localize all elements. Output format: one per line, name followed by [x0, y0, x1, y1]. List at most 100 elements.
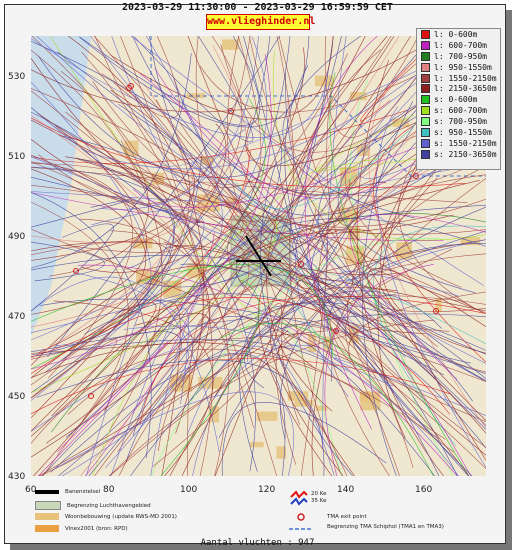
flight-track	[31, 53, 192, 269]
legend-item: l: 2150-3650m	[417, 83, 500, 94]
flight-track	[81, 36, 463, 170]
flight-track	[42, 303, 406, 476]
flight-track	[94, 317, 414, 476]
urban-patch	[226, 197, 237, 208]
flight-track	[214, 203, 486, 426]
flight-track	[238, 283, 400, 476]
flight-track	[214, 243, 486, 398]
flight-track	[31, 36, 268, 341]
flight-track	[132, 36, 243, 249]
flight-track	[145, 36, 223, 258]
flight-track	[81, 51, 214, 476]
flight-track	[281, 174, 486, 425]
flight-track	[134, 36, 254, 143]
flight-track	[31, 107, 445, 376]
flight-track	[101, 36, 259, 210]
flight-track	[31, 156, 296, 261]
key-housing: Woonbebouwing (update RWS-MD 2001)	[35, 513, 177, 520]
flight-track	[31, 216, 277, 393]
urban-patch	[392, 118, 410, 127]
flight-track	[150, 238, 442, 476]
flight-track	[93, 36, 253, 223]
flight-track	[31, 228, 390, 379]
flight-track	[289, 49, 382, 476]
flight-track	[104, 302, 181, 476]
flight-track	[31, 155, 203, 356]
flight-track	[77, 264, 458, 476]
flight-track	[155, 99, 486, 456]
flight-track	[31, 138, 454, 235]
flight-track	[333, 357, 486, 416]
flight-track	[31, 255, 473, 402]
flight-track	[292, 236, 469, 476]
flight-track	[169, 245, 470, 476]
flight-track	[326, 89, 486, 373]
legend-swatch	[421, 84, 430, 94]
flight-track	[339, 271, 486, 364]
ke20-label: 20 Ke	[311, 491, 327, 497]
flight-track	[81, 36, 395, 273]
legend-swatch	[421, 106, 430, 116]
legend-item: l: 600-700m	[417, 40, 500, 51]
flight-track	[329, 253, 486, 440]
flight-track	[31, 117, 465, 188]
flight-track	[31, 119, 338, 310]
flight-track	[304, 36, 378, 430]
tma-exit-point	[126, 85, 132, 91]
flight-track	[235, 204, 486, 288]
urban-patch	[315, 405, 328, 411]
flight-track	[42, 135, 417, 476]
map-key: Banenstelsel Begrenzing Luchthavengebied…	[31, 481, 486, 537]
urban-patch	[308, 334, 317, 353]
urban-patch	[294, 400, 314, 407]
flight-track	[282, 36, 415, 219]
y-tick-label: 430	[8, 472, 26, 482]
tma-exit-point	[228, 108, 234, 114]
flight-track	[60, 70, 277, 476]
legend-item: s: 950-1550m	[417, 127, 500, 138]
flight-track	[31, 230, 163, 386]
legend-swatch	[421, 95, 430, 105]
flight-track	[352, 216, 486, 313]
flight-track	[249, 36, 438, 348]
flight-track	[79, 218, 230, 476]
flight-track	[31, 180, 480, 379]
legend-item: s: 700-950m	[417, 116, 500, 127]
flight-track	[368, 67, 486, 429]
urban-patch	[249, 441, 264, 448]
altitude-legend: l: 0-600m l: 600-700m l: 700-950m l: 950…	[416, 28, 501, 170]
flight-track	[84, 293, 486, 449]
flight-track	[285, 267, 486, 372]
tma-exit-point	[413, 173, 419, 179]
tma-border-icon	[289, 527, 313, 533]
site-badge[interactable]: www.vlieghinder.nl	[206, 14, 315, 30]
flight-track	[38, 341, 169, 476]
flight-track	[322, 36, 347, 449]
flight-track	[31, 161, 133, 379]
flight-track	[258, 230, 338, 476]
flight-track	[295, 41, 486, 397]
flight-track	[31, 276, 220, 453]
time-range-title: 2023-03-29 11:30:00 - 2023-03-29 16:59:5…	[122, 2, 393, 13]
legend-item: l: 950-1550m	[417, 62, 500, 73]
tma-exit-point	[298, 261, 304, 267]
flight-track	[110, 36, 334, 120]
flight-count: Aantal vluchten : 947	[200, 538, 315, 548]
y-tick-label: 530	[8, 72, 26, 82]
flight-track	[31, 168, 147, 353]
flight-track	[38, 330, 289, 476]
key-vinex: Vinex2001 (bron: RPD)	[35, 525, 128, 532]
flight-track	[31, 36, 149, 277]
urban-patch	[198, 376, 223, 389]
y-tick-label: 510	[8, 152, 26, 162]
flight-track	[31, 38, 329, 138]
tma-border-label: Begrenzing TMA Schiphol (TMA1 en TMA3)	[327, 524, 444, 530]
y-tick-label: 470	[8, 312, 26, 322]
legend-swatch	[421, 149, 430, 159]
flight-track	[31, 199, 130, 228]
legend-item: s: 1550-2150m	[417, 138, 500, 149]
x-tick-label: 140	[337, 485, 355, 495]
tma-exit-point	[73, 268, 79, 274]
flight-track	[218, 36, 366, 258]
legend-swatch	[421, 62, 430, 72]
